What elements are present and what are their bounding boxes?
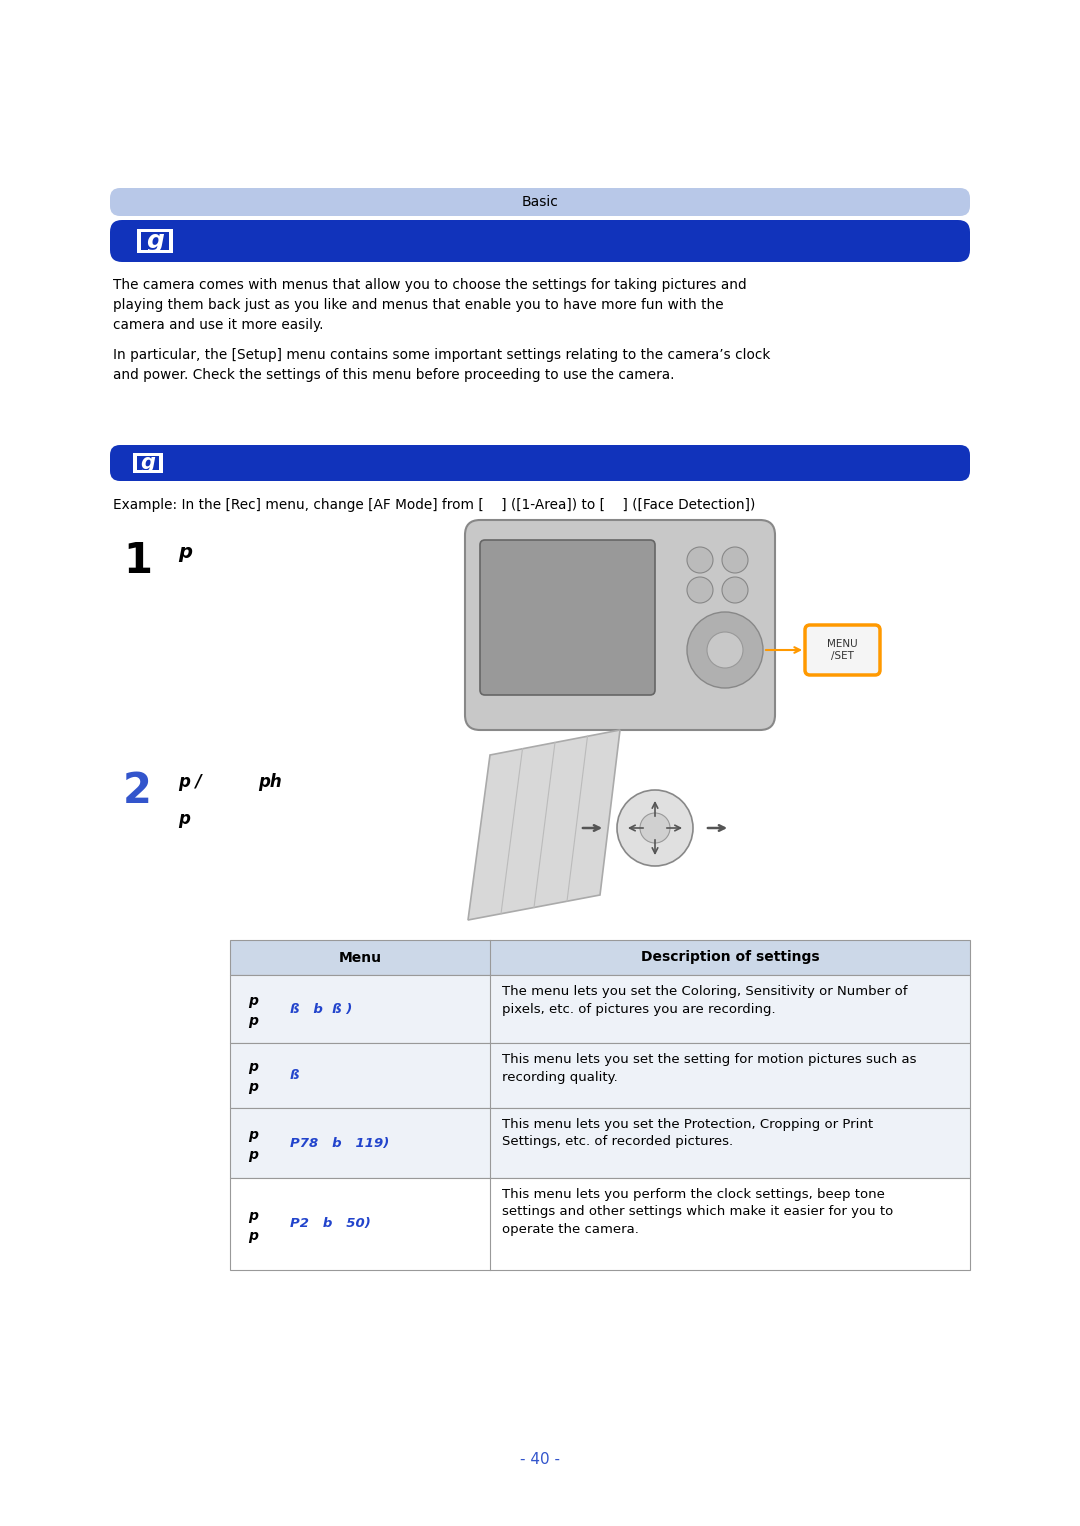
Text: This menu lets you set the Protection, Cropping or Print
Settings, etc. of recor: This menu lets you set the Protection, C… xyxy=(502,1119,873,1149)
FancyBboxPatch shape xyxy=(110,446,970,481)
Text: MENU
/SET: MENU /SET xyxy=(827,639,858,661)
FancyBboxPatch shape xyxy=(110,220,970,262)
Circle shape xyxy=(723,577,748,603)
Bar xyxy=(137,229,173,253)
Text: p: p xyxy=(248,1209,258,1222)
Text: This menu lets you set the setting for motion pictures such as
recording quality: This menu lets you set the setting for m… xyxy=(502,1053,917,1083)
Bar xyxy=(230,1178,970,1270)
FancyBboxPatch shape xyxy=(480,540,654,694)
FancyBboxPatch shape xyxy=(110,188,970,217)
FancyBboxPatch shape xyxy=(805,626,880,674)
Text: g: g xyxy=(146,229,164,253)
Text: p: p xyxy=(248,1128,258,1141)
Text: Menu: Menu xyxy=(338,951,381,964)
Text: p /: p / xyxy=(178,774,202,790)
Bar xyxy=(230,975,970,1042)
Text: ph: ph xyxy=(258,774,282,790)
Bar xyxy=(137,456,159,470)
Text: p: p xyxy=(178,543,192,562)
Text: p: p xyxy=(248,1080,258,1094)
Polygon shape xyxy=(468,729,620,920)
Bar xyxy=(230,940,970,975)
Circle shape xyxy=(687,577,713,603)
Circle shape xyxy=(687,546,713,572)
Text: p: p xyxy=(248,1228,258,1244)
Circle shape xyxy=(617,790,693,865)
Text: p: p xyxy=(248,1148,258,1161)
Text: Description of settings: Description of settings xyxy=(640,951,820,964)
Text: Basic: Basic xyxy=(522,195,558,209)
Text: 2: 2 xyxy=(123,771,152,812)
Bar xyxy=(141,232,168,250)
Circle shape xyxy=(723,546,748,572)
Text: 1: 1 xyxy=(123,540,152,581)
Text: Example: In the [Rec] menu, change [AF Mode] from [    ] ([1-Area]) to [    ] ([: Example: In the [Rec] menu, change [AF M… xyxy=(113,497,755,513)
Bar xyxy=(230,1042,970,1108)
Text: p: p xyxy=(178,810,190,829)
Circle shape xyxy=(687,612,762,688)
Text: The camera comes with menus that allow you to choose the settings for taking pic: The camera comes with menus that allow y… xyxy=(113,278,746,333)
Text: In particular, the [Setup] menu contains some important settings relating to the: In particular, the [Setup] menu contains… xyxy=(113,348,770,382)
Text: P2   b   50): P2 b 50) xyxy=(291,1218,370,1230)
Bar xyxy=(133,453,163,473)
FancyBboxPatch shape xyxy=(465,520,775,729)
Bar xyxy=(230,1108,970,1178)
Text: The menu lets you set the Coloring, Sensitivity or Number of
pixels, etc. of pic: The menu lets you set the Coloring, Sens… xyxy=(502,984,907,1015)
Text: P78   b   119): P78 b 119) xyxy=(291,1137,389,1149)
Text: p: p xyxy=(248,1013,258,1029)
Text: - 40 -: - 40 - xyxy=(519,1453,561,1468)
Text: p: p xyxy=(248,1061,258,1074)
Text: ß   b  ß ): ß b ß ) xyxy=(291,1003,352,1015)
Circle shape xyxy=(707,632,743,668)
Text: g: g xyxy=(140,453,156,473)
Circle shape xyxy=(640,813,670,842)
Text: This menu lets you perform the clock settings, beep tone
settings and other sett: This menu lets you perform the clock set… xyxy=(502,1189,893,1236)
Text: ß: ß xyxy=(291,1070,299,1082)
Text: p: p xyxy=(248,993,258,1009)
